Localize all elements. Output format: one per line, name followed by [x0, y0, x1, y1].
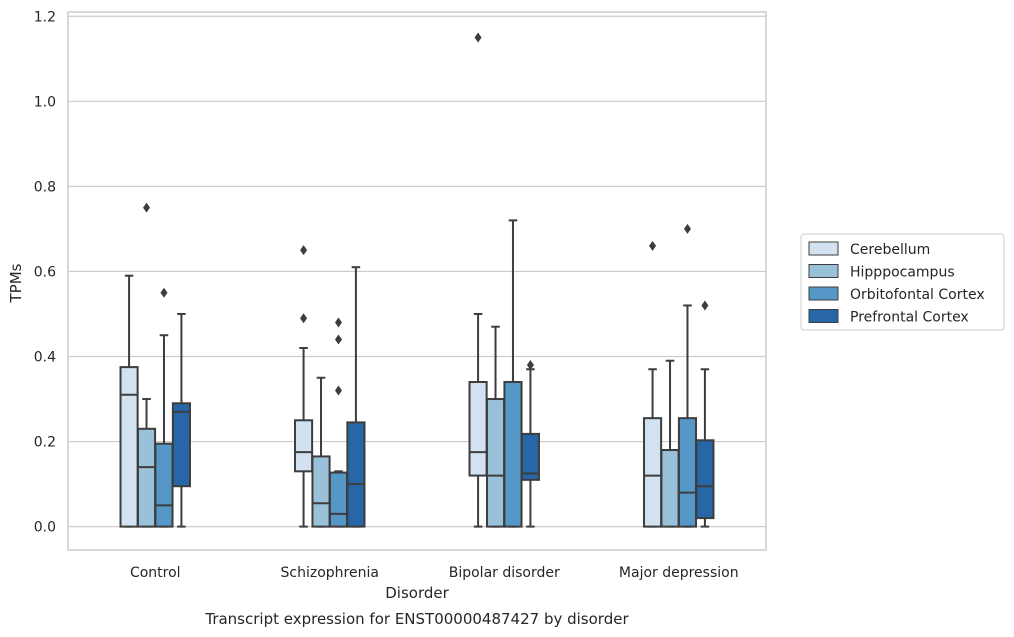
box [520, 359, 540, 528]
box [677, 223, 698, 528]
y-tick-label: 0.6 [34, 264, 56, 280]
iqr-box [643, 417, 663, 528]
box [328, 317, 349, 528]
y-axis-label: TPMs [7, 263, 25, 303]
outlier-point [701, 300, 709, 311]
iqr-box [468, 381, 488, 477]
legend-swatch [808, 264, 839, 278]
iqr-box [503, 381, 523, 528]
y-tick-label: 1.0 [34, 94, 56, 110]
legend-label: Hipppocampus [850, 265, 955, 281]
iqr-box [311, 455, 331, 528]
y-tick-label: 1.2 [34, 9, 56, 25]
x-axis-ticks: Control Schizophrenia Bipolar disorder Majo… [130, 565, 739, 581]
y-tick-label: 0.2 [34, 435, 56, 451]
y-tick-label: 0.4 [34, 349, 56, 365]
iqr-box [136, 427, 157, 528]
outlier-point [160, 287, 168, 298]
legend-swatch [808, 309, 839, 323]
iqr-box [328, 471, 349, 528]
box [660, 359, 680, 528]
series-prefrontal-cortex [171, 266, 715, 528]
x-tick-label: Control [130, 565, 181, 581]
series-hipppocampus [136, 202, 680, 528]
iqr-box [346, 421, 366, 528]
iqr-box [171, 402, 191, 488]
outlier-point [649, 240, 657, 251]
x-tick-label: Major depression [619, 565, 739, 581]
legend-label: Prefrontal Cortex [850, 310, 969, 326]
iqr-box [294, 419, 314, 473]
box [346, 266, 366, 528]
outlier-point [683, 223, 691, 234]
iqr-box [677, 417, 698, 528]
box [643, 240, 663, 528]
outlier-point [143, 202, 151, 213]
outlier-point [474, 32, 482, 43]
x-tick-label: Schizophrenia [281, 565, 379, 581]
iqr-box [485, 398, 506, 528]
box [154, 287, 174, 528]
legend-label: Orbitofontal Cortex [850, 287, 985, 303]
plot-frame [67, 11, 767, 551]
outlier-point [300, 245, 308, 256]
legend-swatch [808, 241, 839, 256]
y-tick-label: 0.8 [34, 179, 56, 195]
chart-caption: Transcript expression for ENST0000048742… [204, 610, 629, 628]
legend-frame [800, 233, 1005, 331]
iqr-box [695, 439, 715, 520]
iqr-box [520, 432, 540, 481]
box [468, 32, 488, 528]
legend-swatch [808, 286, 839, 301]
outlier-point [334, 385, 342, 396]
series-cerebellum [119, 32, 663, 528]
box [171, 312, 191, 528]
outlier-point [334, 334, 342, 345]
iqr-box [119, 366, 139, 528]
outlier-point [526, 359, 534, 370]
x-tick-label: Bipolar disorder [449, 565, 560, 581]
iqr-box [660, 449, 680, 528]
box [119, 274, 139, 528]
series-orbitofontal-cortex [154, 219, 698, 528]
y-axis-ticks: 0.0 0.2 0.4 0.6 0.8 1.0 1.2 [34, 9, 56, 535]
y-tick-label: 0.0 [34, 520, 56, 536]
outlier-point [300, 313, 308, 324]
legend-label: Cerebellum [850, 242, 930, 258]
box [695, 300, 715, 528]
box-plot-series [119, 32, 715, 528]
legend: Cerebellum Hipppocampus Orbitofontal Corte… [800, 233, 1005, 331]
box [294, 245, 314, 528]
x-axis-label: Disorder [385, 584, 449, 602]
outlier-point [334, 317, 342, 328]
box [136, 202, 157, 528]
box [503, 219, 523, 528]
iqr-box [154, 442, 174, 528]
box [311, 376, 331, 528]
